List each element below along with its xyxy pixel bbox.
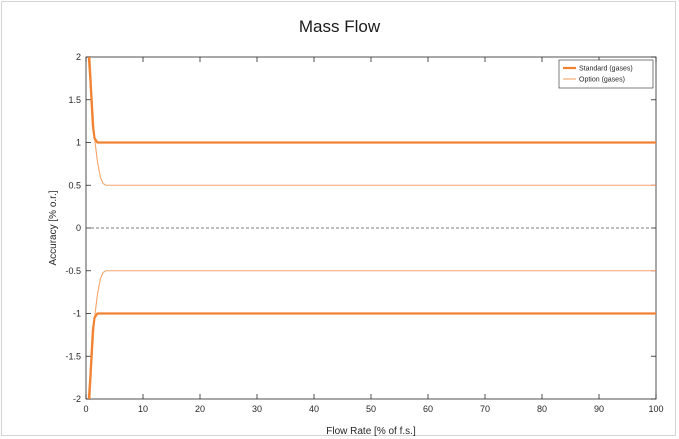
y-tick-label: 0.5 bbox=[68, 180, 81, 190]
y-tick-label: 2 bbox=[76, 52, 81, 62]
legend-box bbox=[558, 59, 654, 89]
x-tick-label: 50 bbox=[366, 404, 376, 414]
series-line-lower bbox=[87, 312, 656, 399]
x-tick-label: 70 bbox=[480, 404, 490, 414]
legend: Standard (gases) Option (gases) bbox=[558, 59, 654, 89]
x-tick-label: 40 bbox=[309, 404, 319, 414]
y-tick-label: -1 bbox=[73, 309, 81, 319]
y-axis-label: Accuracy [% o.r.] bbox=[48, 190, 59, 265]
x-tick-label: 100 bbox=[648, 404, 663, 414]
legend-label: Option (gases) bbox=[579, 77, 625, 84]
x-tick-label: 10 bbox=[138, 404, 148, 414]
series-layer bbox=[86, 57, 656, 399]
x-tick-label: 30 bbox=[252, 404, 262, 414]
axes: 0 10 20 30 40 50 60 70 80 90 100 -2 -1.5 -1 -0.5 0 0.5 1 1… bbox=[65, 52, 663, 414]
y-tick-label: -1.5 bbox=[65, 351, 81, 361]
x-tick-label: 90 bbox=[594, 404, 604, 414]
y-tick-label: -0.5 bbox=[65, 266, 81, 276]
series-line-upper bbox=[87, 57, 656, 144]
chart-title: Mass Flow bbox=[298, 17, 381, 36]
y-tick-label: 1 bbox=[76, 138, 81, 148]
x-axis-label: Flow Rate [% of f.s.] bbox=[326, 426, 416, 437]
y-tick-label: 0 bbox=[76, 223, 81, 233]
x-tick-label: 20 bbox=[195, 404, 205, 414]
x-tick-label: 0 bbox=[83, 404, 88, 414]
legend-label: Standard (gases) bbox=[579, 66, 633, 73]
x-tick-label: 60 bbox=[423, 404, 433, 414]
x-tick-label: 80 bbox=[537, 404, 547, 414]
y-tick-label: -2 bbox=[73, 394, 81, 404]
y-tick-label: 1.5 bbox=[68, 95, 81, 105]
